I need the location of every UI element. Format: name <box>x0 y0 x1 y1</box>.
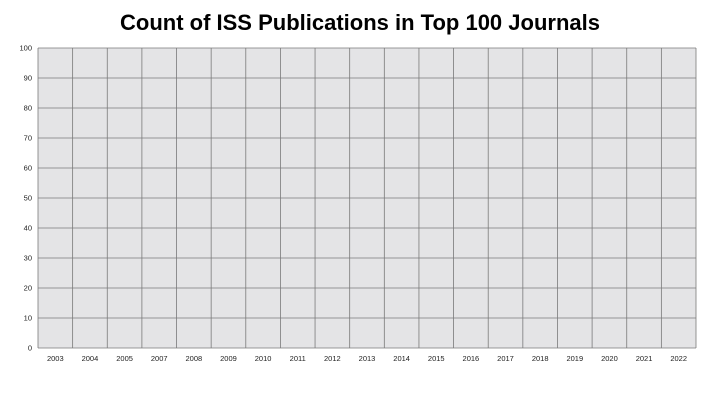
y-tick-label: 10 <box>24 314 32 323</box>
y-tick-label: 30 <box>24 254 32 263</box>
x-tick-label: 2005 <box>116 354 133 363</box>
x-tick-label: 2003 <box>47 354 64 363</box>
y-tick-label: 60 <box>24 164 32 173</box>
y-tick-label: 20 <box>24 284 32 293</box>
x-tick-label: 2016 <box>463 354 480 363</box>
x-tick-label: 2015 <box>428 354 445 363</box>
x-tick-label: 2007 <box>151 354 168 363</box>
x-tick-label: 2014 <box>393 354 410 363</box>
x-tick-label: 2019 <box>566 354 583 363</box>
x-tick-label: 2010 <box>255 354 272 363</box>
y-tick-label: 100 <box>19 44 32 53</box>
x-tick-label: 2009 <box>220 354 237 363</box>
y-tick-label: 50 <box>24 194 32 203</box>
x-tick-label: 2018 <box>532 354 549 363</box>
x-tick-label: 2013 <box>359 354 376 363</box>
x-tick-label: 2022 <box>670 354 687 363</box>
x-tick-label: 2020 <box>601 354 618 363</box>
x-tick-label: 2004 <box>82 354 99 363</box>
y-tick-label: 0 <box>28 344 32 353</box>
y-tick-label: 70 <box>24 134 32 143</box>
x-tick-label: 2017 <box>497 354 514 363</box>
y-tick-label: 40 <box>24 224 32 233</box>
x-tick-label: 2008 <box>185 354 202 363</box>
x-tick-label: 2021 <box>636 354 653 363</box>
y-tick-label: 80 <box>24 104 32 113</box>
chart-title: Count of ISS Publications in Top 100 Jou… <box>120 10 600 35</box>
x-tick-label: 2012 <box>324 354 341 363</box>
x-tick-label: 2011 <box>290 354 306 363</box>
y-tick-label: 90 <box>24 74 32 83</box>
